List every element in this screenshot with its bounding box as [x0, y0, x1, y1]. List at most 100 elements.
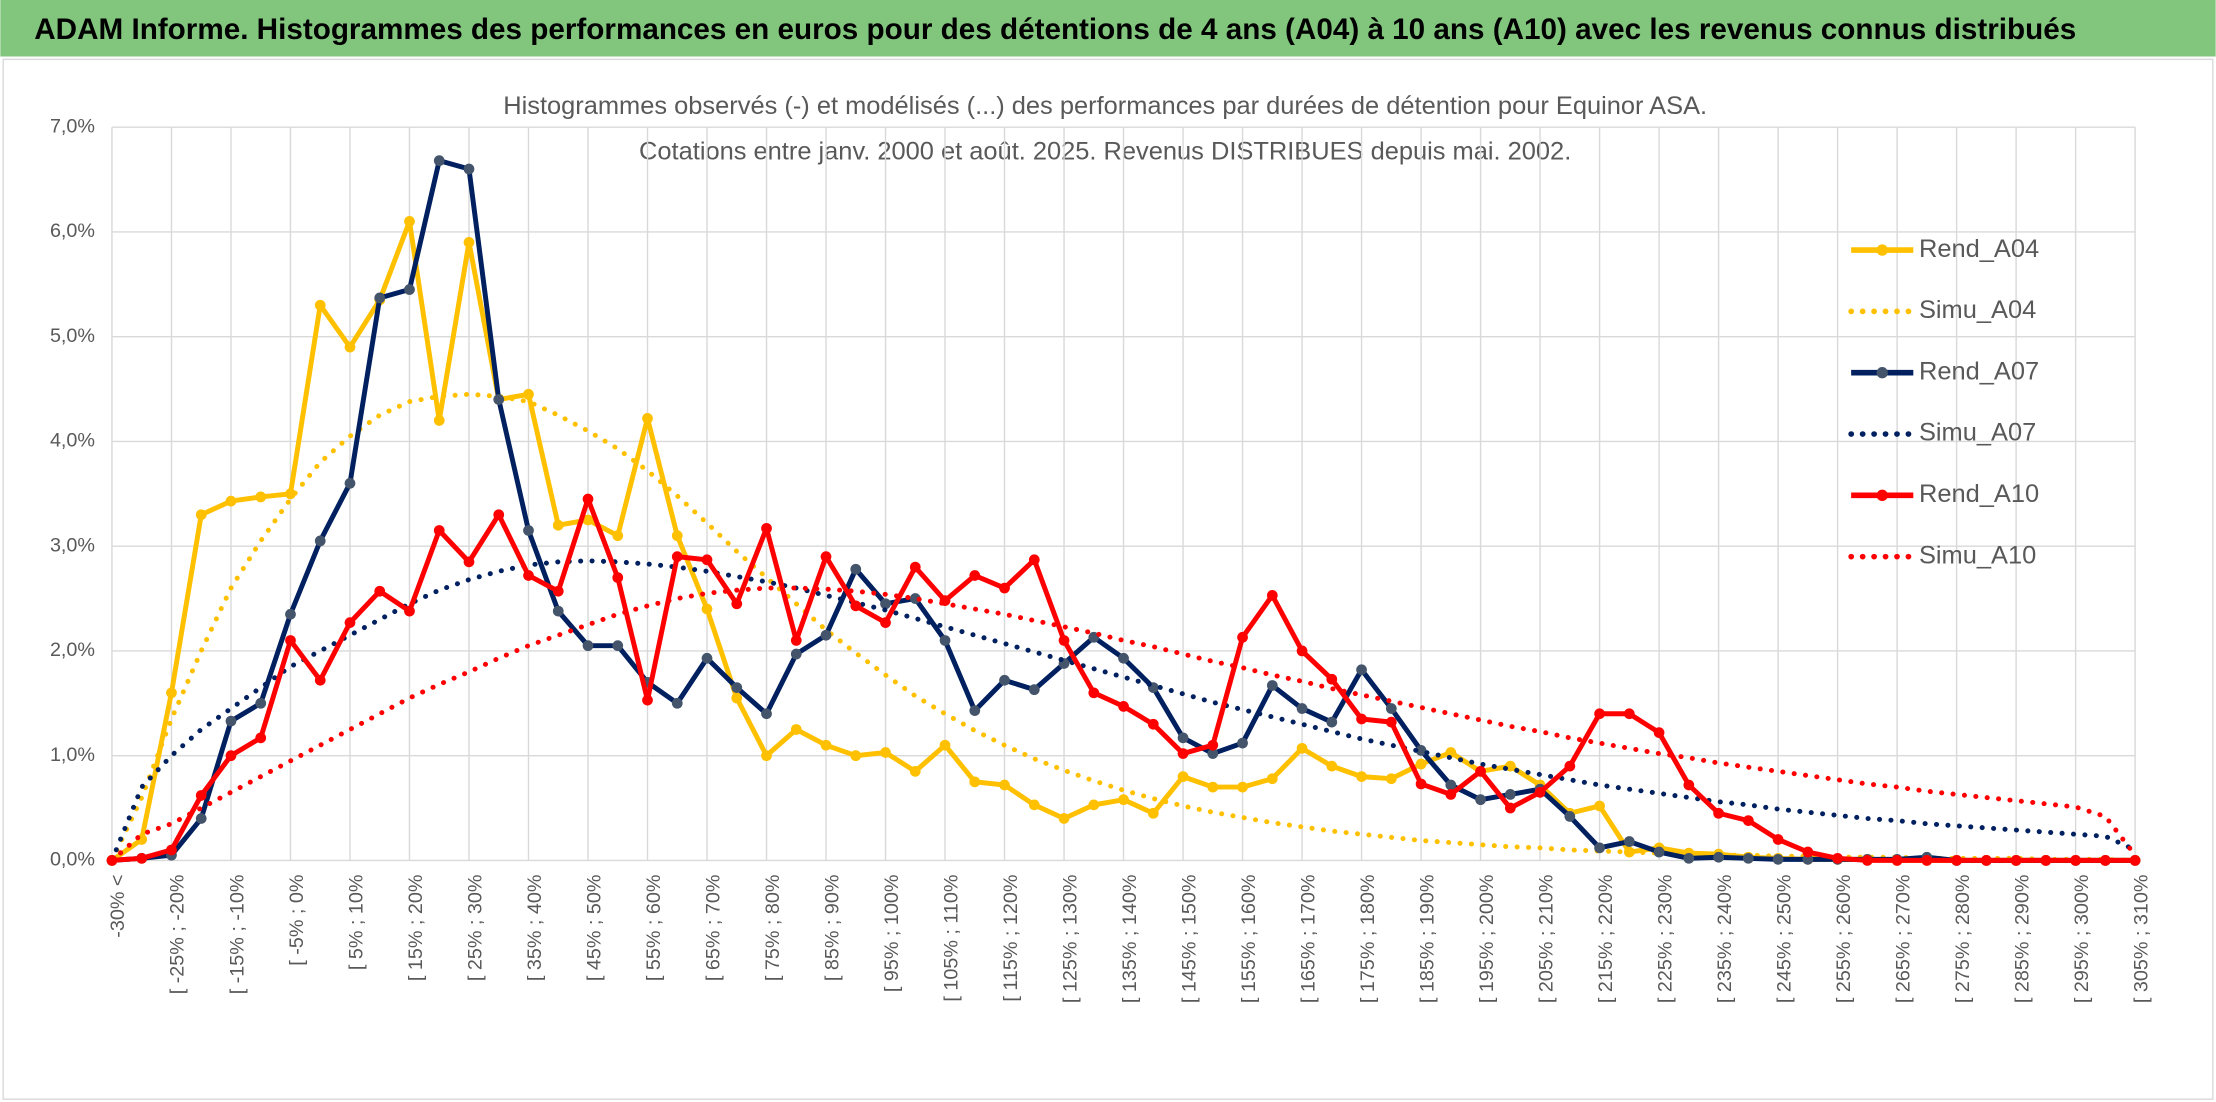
data-point	[314, 674, 326, 686]
data-point	[1594, 708, 1605, 720]
data-point	[1564, 811, 1576, 822]
data-point	[1475, 766, 1486, 777]
y-tick-label: 7,0%	[50, 115, 95, 137]
data-point	[1207, 748, 1219, 759]
x-tick-label: [ -5% ; 0%	[286, 875, 308, 966]
data-point	[820, 551, 832, 562]
y-tick-label: 2,0%	[50, 639, 95, 661]
grid: 0,0% 1,0% 2,0% 3,0% 4,0% 5,0% 6,0% 7,0% -30% < [ …	[50, 115, 2152, 1003]
x-tick-label: [ 165% ; 170%	[1297, 875, 1319, 1004]
data-point	[1237, 631, 1248, 643]
data-point	[433, 415, 445, 426]
data-point	[1118, 701, 1129, 712]
data-point	[225, 495, 237, 507]
x-tick-label: [ 15% ; 20%	[405, 875, 427, 982]
header-title: ADAM Informe. Histogrammes des performan…	[34, 13, 2076, 46]
data-point	[790, 635, 802, 646]
data-point	[344, 341, 356, 353]
data-point	[255, 697, 267, 709]
data-point	[582, 640, 594, 652]
data-point	[1326, 760, 1338, 772]
data-point	[1058, 813, 1070, 824]
data-point	[463, 163, 475, 175]
x-tick-label: [ 125% ; 130%	[1059, 875, 1081, 1004]
header-bar	[0, 0, 2216, 57]
data-point	[880, 598, 891, 610]
data-point	[1177, 771, 1189, 782]
data-point	[2040, 855, 2052, 866]
data-point	[939, 635, 951, 646]
data-point	[1564, 760, 1576, 772]
x-tick-label: [ 235% ; 240%	[1714, 875, 1736, 1004]
x-tick-label: [ 145% ; 150%	[1178, 875, 1200, 1004]
data-point	[909, 766, 921, 777]
x-tick-label: [ 45% ; 50%	[583, 875, 605, 982]
data-point	[404, 284, 415, 295]
x-tick-label: [ 205% ; 210%	[1535, 875, 1557, 1004]
data-point	[195, 509, 207, 521]
data-point	[1177, 748, 1189, 759]
y-tick-label: 5,0%	[50, 325, 95, 347]
data-point	[344, 477, 356, 489]
x-tick-label: [ 225% ; 230%	[1654, 875, 1676, 1004]
x-tick-label: [ 265% ; 270%	[1892, 875, 1914, 1004]
data-point	[374, 292, 386, 304]
chart-subtitle: Cotations entre janv. 2000 et août. 2025…	[639, 137, 1571, 165]
data-point	[1891, 855, 1903, 866]
data-point	[969, 776, 981, 788]
data-point	[314, 535, 326, 547]
data-point	[404, 605, 415, 617]
data-point	[285, 608, 296, 620]
data-point	[1534, 786, 1546, 798]
data-point	[1385, 716, 1397, 728]
data-point	[344, 617, 356, 628]
data-point	[255, 732, 267, 744]
data-point	[1445, 779, 1457, 791]
data-point	[671, 697, 683, 709]
data-point	[1207, 781, 1219, 793]
data-point	[1326, 673, 1338, 685]
data-point	[790, 724, 802, 735]
data-point	[1058, 635, 1070, 646]
data-point	[1475, 794, 1486, 806]
data-point	[1147, 718, 1159, 730]
data-point	[493, 509, 505, 521]
x-tick-label: [ -15% ; -10%	[226, 875, 248, 995]
x-tick-label: [ 195% ; 200%	[1476, 875, 1498, 1004]
data-point	[1802, 846, 1814, 858]
legend-label: Rend_A04	[1919, 235, 2039, 263]
data-point	[1713, 851, 1724, 863]
x-tick-label: [ 245% ; 250%	[1773, 875, 1795, 1004]
data-point	[166, 844, 177, 856]
data-point	[731, 682, 743, 693]
y-tick-label: 4,0%	[50, 430, 95, 452]
data-point	[1296, 645, 1308, 657]
x-tick-label: -30% <	[107, 875, 129, 938]
data-point	[314, 299, 326, 311]
data-point	[2070, 855, 2081, 866]
x-tick-label: [ 295% ; 300%	[2071, 875, 2093, 1004]
legend-label: Simu_A10	[1919, 541, 2036, 569]
x-tick-label: [ 25% ; 30%	[464, 875, 486, 982]
x-tick-label: [ 55% ; 60%	[643, 875, 665, 982]
data-point	[1415, 758, 1427, 770]
chart-title: Histogrammes observés (-) et modélisés (…	[503, 92, 1707, 120]
data-point	[433, 155, 445, 167]
data-point	[285, 488, 296, 500]
data-point	[1296, 703, 1308, 714]
data-point	[1445, 747, 1457, 758]
data-point	[1237, 737, 1248, 749]
x-tick-label: [ 285% ; 290%	[2011, 875, 2033, 1004]
y-tick-label: 3,0%	[50, 534, 95, 556]
data-point	[1951, 855, 1962, 866]
data-point	[1683, 852, 1695, 864]
data-point	[1356, 771, 1367, 782]
data-point	[523, 570, 534, 581]
data-point	[1504, 789, 1516, 800]
data-point	[552, 605, 564, 617]
x-tick-label: [ 95% ; 100%	[881, 875, 903, 993]
x-tick-label: [ 65% ; 70%	[702, 875, 724, 982]
data-point	[166, 687, 177, 699]
x-tick-label: [ 35% ; 40%	[524, 875, 546, 982]
